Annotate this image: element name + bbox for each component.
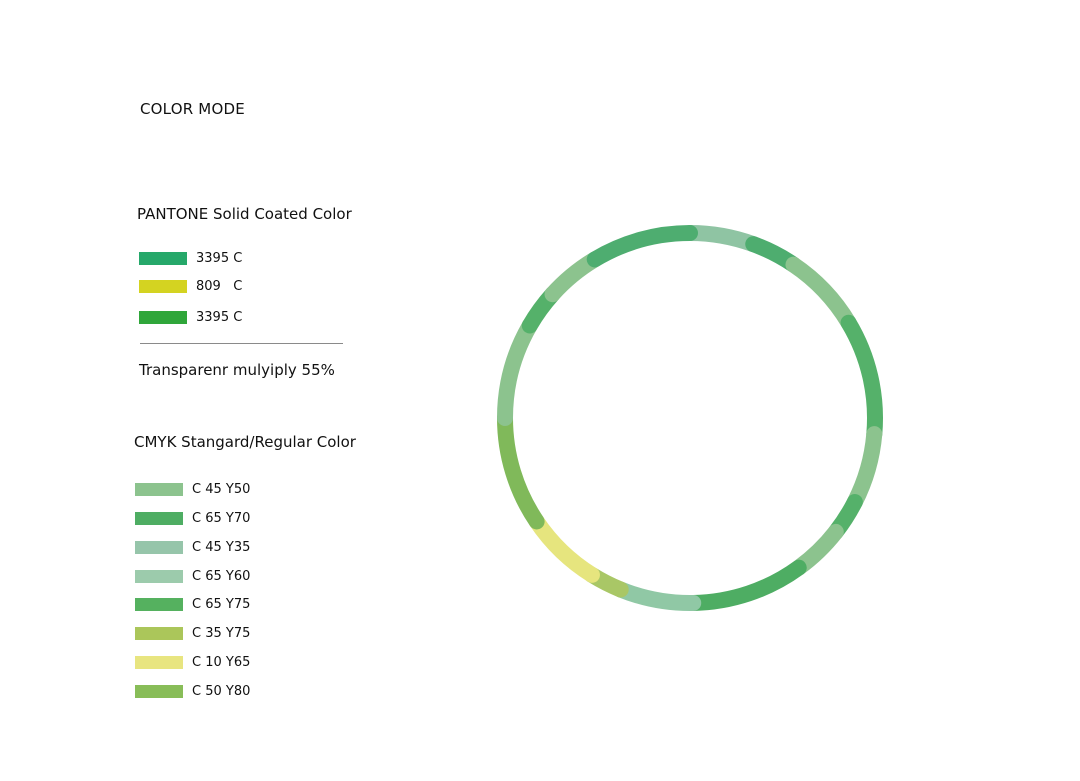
cmyk-label: C 45 Y35: [192, 539, 251, 555]
cmyk-item: C 45 Y35: [135, 538, 250, 556]
pantone-heading: PANTONE Solid Coated Color: [137, 205, 352, 223]
cmyk-item: C 65 Y70: [135, 509, 250, 527]
cmyk-label: C 10 Y65: [192, 654, 251, 670]
pantone-label: 3395 C: [196, 250, 243, 266]
cmyk-swatch: [135, 626, 183, 640]
cmyk-item: C 65 Y60: [135, 567, 250, 585]
cmyk-heading: CMYK Stangard/Regular Color: [134, 433, 356, 451]
ring-segment: [846, 426, 883, 510]
pantone-swatch: [139, 279, 187, 293]
cmyk-swatch: [135, 597, 183, 611]
divider-line: [140, 343, 343, 344]
ring-segment: [586, 225, 698, 268]
pantone-label: 3395 C: [196, 309, 243, 325]
page-title: COLOR MODE: [140, 100, 245, 118]
ring-segment: [544, 251, 603, 303]
ring-segment: [682, 225, 762, 253]
cmyk-label: C 65 Y70: [192, 510, 251, 526]
cmyk-label: C 50 Y80: [192, 683, 251, 699]
ring-segment: [497, 410, 545, 530]
pantone-label: 809 C: [196, 278, 243, 294]
pantone-swatch: [139, 310, 187, 324]
cmyk-item: C 10 Y65: [135, 653, 250, 671]
cmyk-label: C 45 Y50: [192, 481, 251, 497]
cmyk-swatch: [135, 569, 183, 583]
cmyk-swatch: [135, 482, 183, 496]
cmyk-label: C 35 Y75: [192, 625, 251, 641]
pantone-item: 3395 C: [139, 249, 242, 267]
cmyk-swatch: [135, 540, 183, 554]
ring-segment: [685, 559, 807, 611]
cmyk-label: C 65 Y75: [192, 596, 251, 612]
pantone-item: 3395 C: [139, 308, 242, 326]
cmyk-item: C 35 Y75: [135, 624, 250, 642]
cmyk-item: C 50 Y80: [135, 682, 250, 700]
ring-segment: [785, 256, 857, 331]
cmyk-swatch: [135, 684, 183, 698]
cmyk-item: C 65 Y75: [135, 595, 250, 613]
pantone-swatch: [139, 251, 187, 265]
cmyk-label: C 65 Y60: [192, 568, 251, 584]
pantone-item: 809 C: [139, 277, 242, 295]
color-ring: [497, 225, 883, 611]
ring-segment: [497, 317, 538, 426]
cmyk-swatch: [135, 511, 183, 525]
ring-segment: [612, 581, 702, 611]
transparency-note: Transparenr mulyiply 55%: [139, 361, 335, 379]
cmyk-swatch: [135, 655, 183, 669]
ring-segment: [528, 513, 600, 583]
ring-segment: [840, 314, 883, 443]
cmyk-item: C 45 Y50: [135, 480, 250, 498]
